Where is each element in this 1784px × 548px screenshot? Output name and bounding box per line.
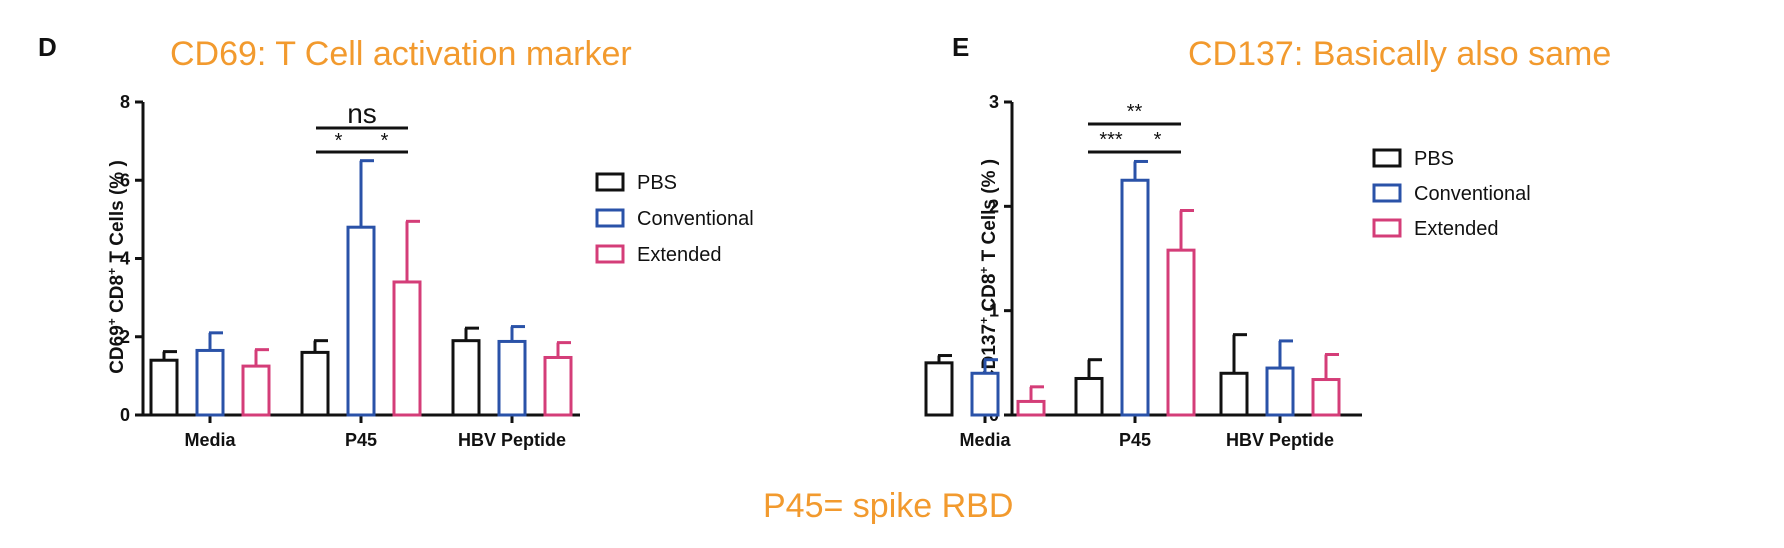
y-tick-label: 3 [989,92,999,112]
panel-d-letter: D [38,32,57,62]
bar-pbs [149,358,179,417]
chart-panel-e: CD137+ CD8+ T Cells (% ) 0123MediaP45HBV… [924,92,1531,450]
x-tick-label: P45 [1119,430,1151,450]
legend-swatch [1372,183,1402,203]
legend-label: PBS [1414,148,1454,170]
bar-conventional [497,339,527,417]
chart-panel-d: CD69+ CD8+ T Cells (% ) 0 2 4 6 8 Media P45 HBV… [105,92,754,450]
y-tick-label: 1 [989,301,999,321]
bar-conventional [970,371,1000,417]
bar-pbs [451,339,481,417]
legend-swatch [1372,148,1402,168]
bar-pbs [924,361,954,417]
bar-pbs [1074,376,1104,417]
legend-swatch [595,244,625,264]
bar-pbs [1219,371,1249,417]
bar-extended [241,364,271,417]
legend-label: Extended [637,244,722,266]
x-tick-label: Media [184,430,236,450]
bar-conventional [346,225,376,417]
y-tick-label: 0 [120,405,130,425]
bar-extended [543,355,573,417]
y-axis-label-e: CD137+ CD8+ T Cells (% ) [977,159,1000,383]
y-axis-label-d: CD69+ CD8+ T Cells (% ) [105,160,128,374]
bar-extended [1311,378,1341,417]
panel-e-letter: E [952,32,969,62]
y-tick-label: 4 [120,249,130,269]
bar-extended [1166,248,1196,417]
legend-swatch [595,172,625,192]
significance-label: ns [347,98,377,129]
legend-swatch [595,208,625,228]
x-tick-label: P45 [345,430,377,450]
x-tick-label: HBV Peptide [1226,430,1334,450]
y-tick-label: 2 [989,196,999,216]
bar-extended [392,280,422,417]
legend-swatch [1372,218,1402,238]
y-tick-label: 6 [120,170,130,190]
panel-d-annotation: CD69: T Cell activation marker [170,35,632,73]
bar-pbs [300,350,330,417]
significance-label: * [381,130,389,152]
legend-label: Extended [1414,218,1499,240]
significance-label: ** [1127,101,1143,123]
bar-conventional [195,348,225,417]
legend-label: Conventional [1414,183,1531,205]
y-tick-label: 2 [120,327,130,347]
panel-e-annotation: CD137: Basically also same [1188,35,1611,73]
significance-label: * [335,130,343,152]
x-tick-label: HBV Peptide [458,430,566,450]
legend-label: PBS [637,172,677,194]
bar-conventional [1265,366,1295,417]
significance-label: * [1154,129,1162,151]
bottom-annotation: P45= spike RBD [763,487,1013,525]
bar-conventional [1120,178,1150,417]
x-tick-label: Media [959,430,1011,450]
y-tick-label: 8 [120,92,130,112]
significance-label: *** [1099,129,1123,151]
bar-extended [1016,399,1046,417]
legend-label: Conventional [637,208,754,230]
